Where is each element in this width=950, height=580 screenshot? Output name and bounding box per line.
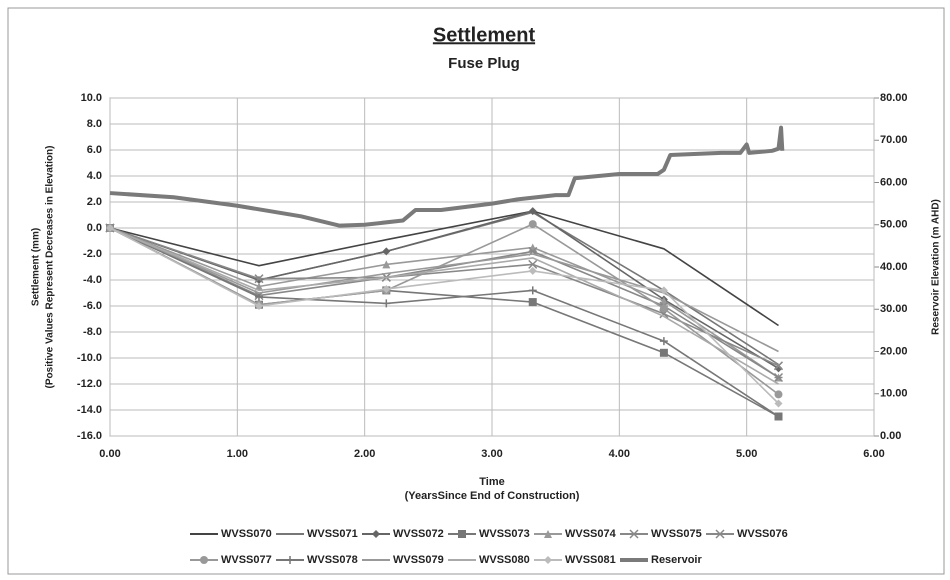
legend-marker [544,530,552,538]
y-tick-label: -10.0 [77,352,102,364]
legend-label: WVSS080 [479,554,530,566]
data-point [382,299,391,308]
series-line [109,125,785,228]
legend-label: WVSS075 [651,528,702,540]
series-line [109,227,779,385]
y-axis-label: Settlement (mm) [31,228,42,306]
chart-title: Settlement [433,24,536,46]
y2-tick-label: 60.00 [880,176,908,188]
legend-label: WVSS074 [565,528,617,540]
data-point [528,259,538,269]
y2-tick-label: 40.00 [880,261,908,273]
series-line [109,210,779,327]
y2-tick-label: 30.00 [880,303,908,315]
y2-axis-label: Reservoir Elevation (m AHD) [931,199,942,335]
y-tick-label: -6.0 [83,300,102,312]
series-line [109,210,779,370]
data-point [254,302,263,310]
y-tick-label: -4.0 [83,274,102,286]
x-tick-label: 3.00 [481,448,502,460]
y2-tick-label: 10.00 [880,388,908,400]
data-point [382,260,391,269]
x-tick-label: 6.00 [863,448,884,460]
y2-tick-label: 80.00 [880,92,908,104]
legend-label: WVSS077 [221,554,272,566]
x-tick-label: 1.00 [227,448,248,460]
series-line [109,227,779,418]
legend-marker [286,556,294,564]
legend-label: WVSS072 [393,528,444,540]
y-tick-label: -8.0 [83,326,102,338]
data-point [254,274,264,284]
data-point [254,292,263,301]
legend-marker [715,529,725,539]
y2-tick-label: 70.00 [880,134,908,146]
legend-label: Reservoir [651,554,702,566]
data-point [774,390,783,399]
data-point [528,298,537,307]
y-axis-label: (Positive Values Represent Decreases in … [45,146,56,389]
legend-label: WVSS076 [737,528,788,540]
legend-marker [372,530,380,538]
data-point [528,207,537,216]
y-tick-label: -12.0 [77,378,102,390]
y2-tick-label: 0.00 [880,430,901,442]
x-tick-label: 5.00 [736,448,757,460]
data-point [659,286,668,295]
y-tick-label: 8.0 [87,118,102,130]
series-line [109,227,779,379]
data-point [528,266,537,275]
data-point [659,337,668,346]
data-point [659,348,668,357]
x-axis-label: (YearsSince End of Construction) [405,490,580,502]
legend-label: WVSS070 [221,528,272,540]
series-line [109,227,780,405]
y-tick-label: -14.0 [77,404,102,416]
y2-tick-label: 50.00 [880,219,908,231]
x-tick-label: 4.00 [609,448,630,460]
data-point [659,304,668,313]
data-point [659,296,668,305]
y-tick-label: -16.0 [77,430,102,442]
series-line [109,223,779,396]
data-point [382,285,391,294]
data-point [773,372,784,383]
legend-marker [200,556,208,564]
legend-label: WVSS081 [565,554,616,566]
data-point [254,282,263,291]
series-line [109,227,779,353]
legend-label: WVSS079 [393,554,444,566]
y-tick-label: 6.0 [87,144,102,156]
chart-subtitle: Fuse Plug [448,55,520,72]
data-point [528,220,537,229]
y-tick-label: 2.0 [87,196,102,208]
data-point [382,247,391,256]
legend-marker [544,556,552,564]
data-point [774,412,783,421]
data-point [773,361,784,371]
data-point [774,364,783,373]
data-point [106,224,114,232]
legend-marker [629,529,639,539]
x-axis-label: Time [479,476,504,488]
y-tick-label: 0.0 [87,222,102,234]
y2-tick-label: 20.00 [880,345,908,357]
legend-label: WVSS071 [307,528,358,540]
x-tick-label: 2.00 [354,448,375,460]
legend-label: WVSS073 [479,528,530,540]
y-tick-label: 10.0 [81,92,102,104]
data-point [528,286,537,295]
y-tick-label: -2.0 [83,248,102,260]
legend-marker [458,530,466,538]
y-tick-label: 4.0 [87,170,102,182]
x-tick-label: 0.00 [99,448,120,460]
data-point [774,399,783,408]
legend-label: WVSS078 [307,554,358,566]
